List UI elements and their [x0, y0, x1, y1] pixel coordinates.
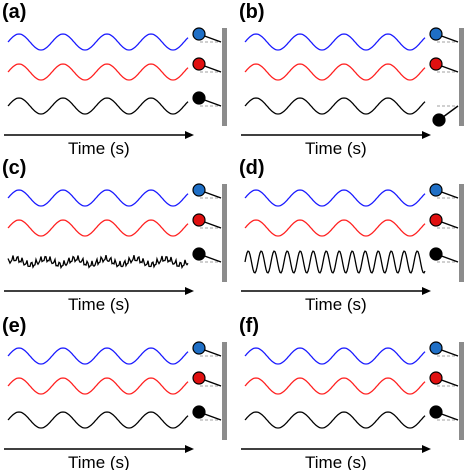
bottom-wave: [7, 411, 189, 429]
bottom-wave: [244, 250, 426, 274]
time-axis-arrowhead: [185, 131, 194, 139]
panel-f: (f) Time (s): [239, 315, 464, 470]
middle-pendulum-ball: [192, 213, 206, 227]
middle-wave: [7, 63, 189, 81]
wall: [459, 342, 464, 440]
bottom-wave: [244, 97, 426, 115]
middle-pendulum-ball: [192, 371, 206, 385]
time-axis-label: Time (s): [68, 453, 130, 470]
time-axis-arrowhead: [422, 287, 431, 295]
panel-d: (d) Time (s): [239, 157, 464, 314]
panel-c: (c) Time (s): [2, 157, 227, 314]
middle-wave: [7, 219, 189, 237]
wall: [459, 184, 464, 282]
top-pendulum-ball: [192, 183, 206, 197]
time-axis-arrowhead: [185, 287, 194, 295]
panel-label: (f): [239, 315, 259, 337]
time-axis-arrowhead: [422, 131, 431, 139]
panel-e: (e) Time (s): [2, 315, 227, 470]
middle-wave: [244, 219, 426, 237]
top-wave: [7, 189, 189, 207]
bottom-pendulum-ball: [429, 405, 443, 419]
time-axis-label: Time (s): [305, 295, 367, 314]
top-wave: [244, 347, 426, 365]
panels-root: (a) Time (s) (b) Time (s) (c) Time (s) (d) Time…: [2, 1, 464, 470]
bottom-pendulum-ball: [192, 91, 206, 105]
bottom-wave: [244, 411, 426, 429]
top-pendulum-ball: [429, 27, 443, 41]
wall: [459, 28, 464, 126]
bottom-pendulum-ball: [432, 113, 446, 127]
middle-pendulum-ball: [192, 57, 206, 71]
bottom-pendulum-ball: [429, 247, 443, 261]
middle-wave: [244, 377, 426, 395]
middle-pendulum-ball: [429, 213, 443, 227]
top-pendulum-ball: [192, 341, 206, 355]
time-axis-label: Time (s): [305, 453, 367, 470]
time-axis-arrowhead: [185, 445, 194, 453]
bottom-wave: [7, 97, 189, 115]
top-pendulum-ball: [429, 183, 443, 197]
wall: [222, 184, 227, 282]
wall: [222, 342, 227, 440]
time-axis-label: Time (s): [68, 139, 130, 158]
time-axis-label: Time (s): [305, 139, 367, 158]
time-axis-label: Time (s): [68, 295, 130, 314]
panel-label: (b): [239, 1, 265, 23]
top-wave: [244, 189, 426, 207]
middle-wave: [7, 377, 189, 395]
bottom-pendulum-ball: [192, 247, 206, 261]
panel-a: (a) Time (s): [2, 1, 227, 158]
top-pendulum-ball: [192, 27, 206, 41]
top-wave: [244, 33, 426, 51]
panel-b: (b) Time (s): [239, 1, 464, 158]
top-wave: [7, 33, 189, 51]
wall: [222, 28, 227, 126]
time-axis-arrowhead: [422, 445, 431, 453]
top-wave: [7, 347, 189, 365]
middle-pendulum-ball: [429, 371, 443, 385]
panel-label: (c): [2, 157, 26, 179]
panel-label: (d): [239, 157, 265, 179]
middle-pendulum-ball: [429, 57, 443, 71]
top-pendulum-ball: [429, 341, 443, 355]
middle-wave: [244, 63, 426, 81]
panel-label: (e): [2, 315, 26, 337]
bottom-wave: [7, 254, 189, 270]
bottom-pendulum-ball: [192, 405, 206, 419]
panel-label: (a): [2, 1, 26, 23]
